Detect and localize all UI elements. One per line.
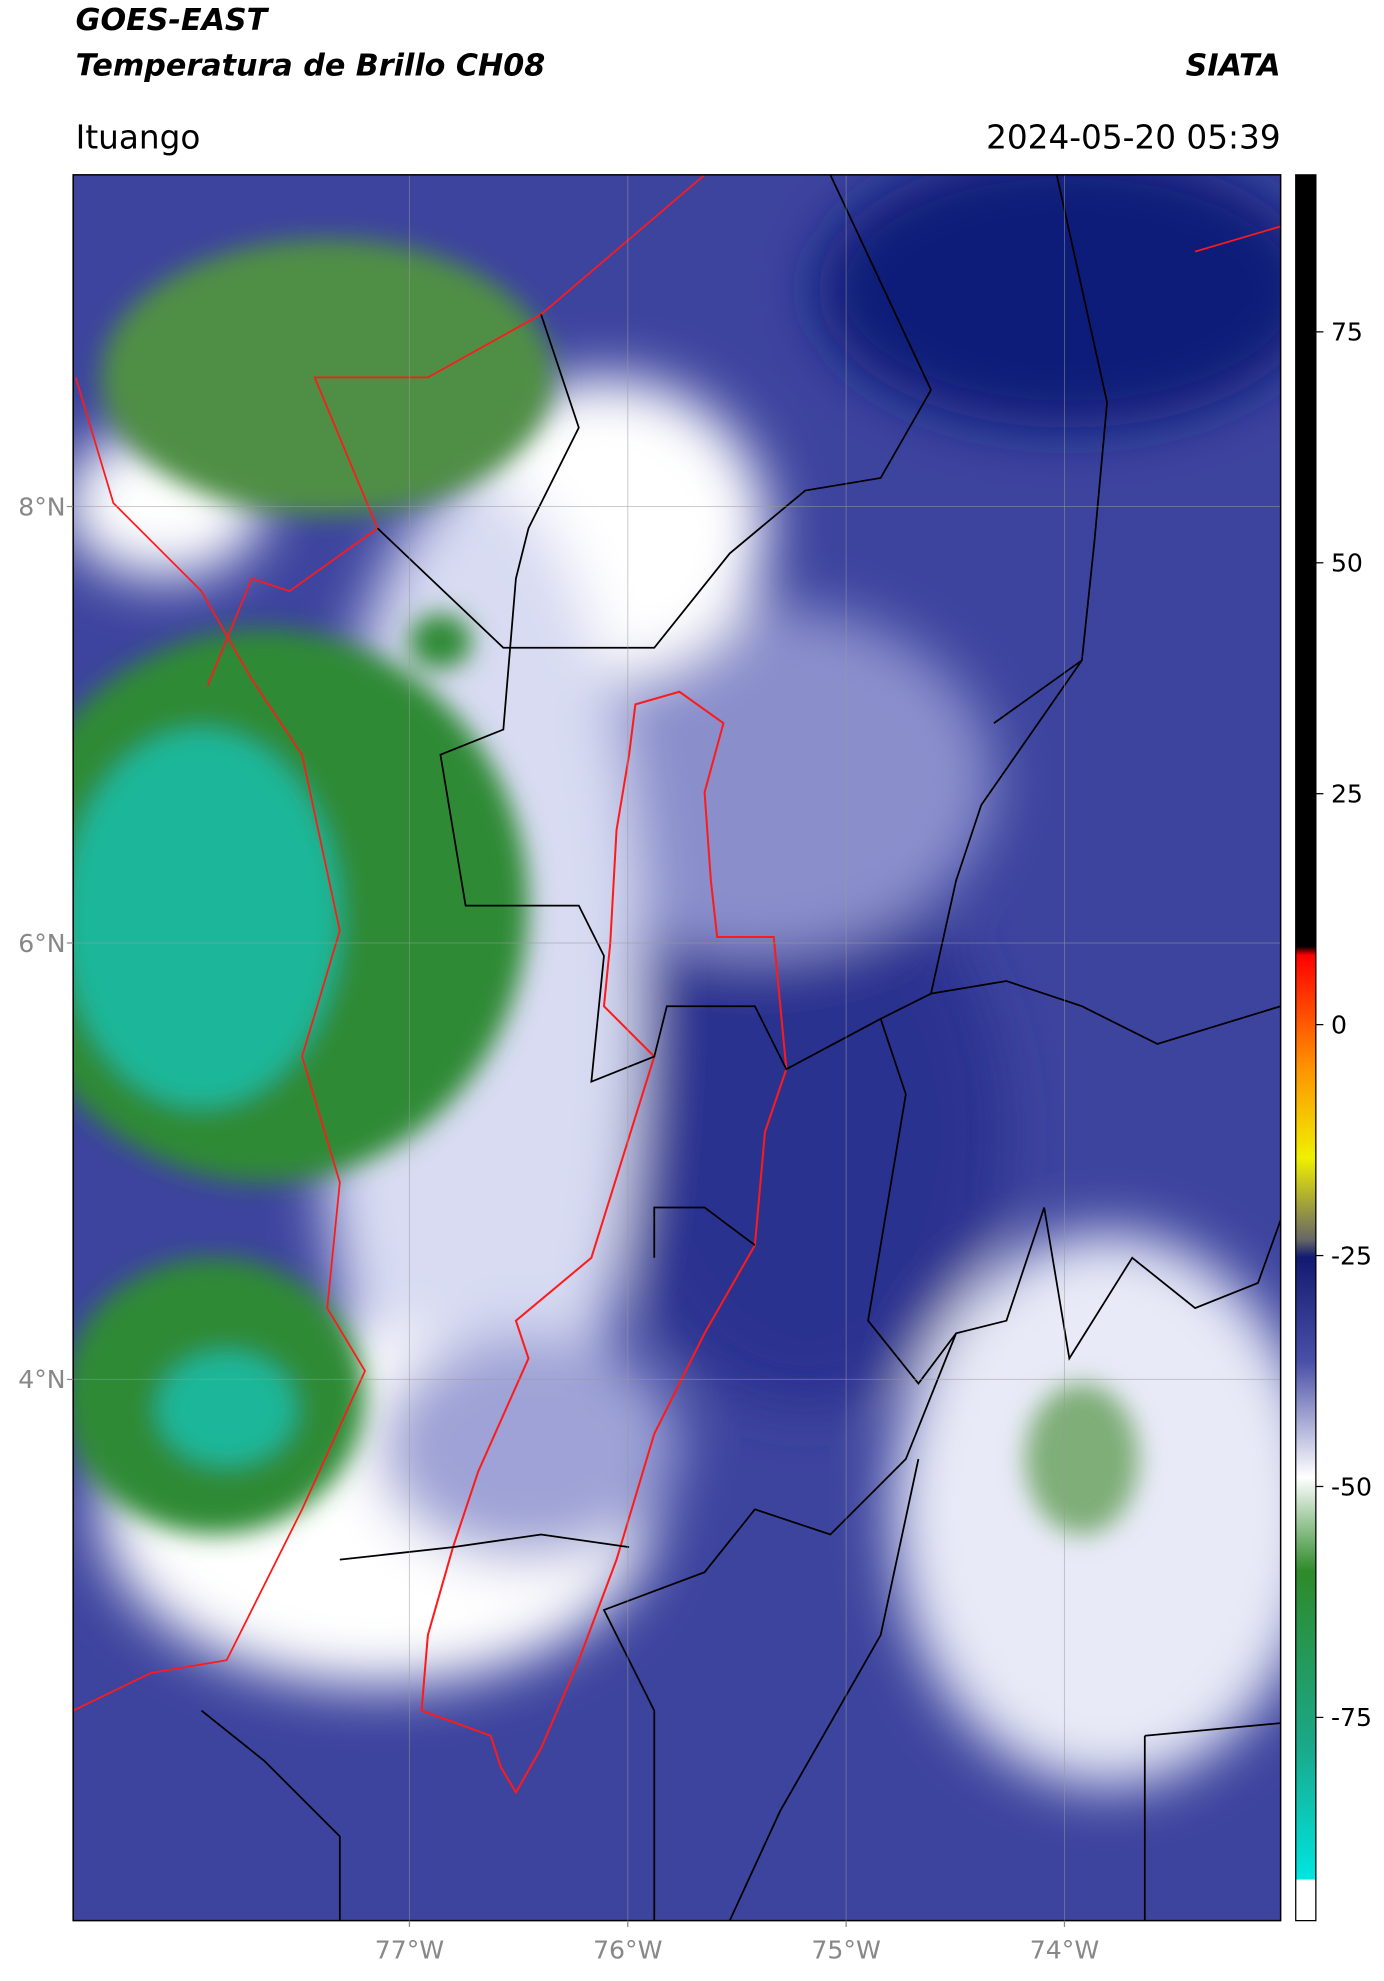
colorbar bbox=[1295, 174, 1317, 1922]
title: Temperatura de Brillo CH08 bbox=[76, 48, 546, 83]
colorbar-tick-label: -50 bbox=[1331, 1472, 1372, 1501]
x-tick-label: 74°W bbox=[1030, 1935, 1100, 1964]
y-tick-label: 8°N bbox=[18, 492, 65, 521]
y-tick-label: 4°N bbox=[18, 1365, 65, 1394]
colorbar-tick-label: 50 bbox=[1331, 549, 1363, 578]
x-tick-label: 76°W bbox=[593, 1935, 663, 1964]
x-tick-label: 75°W bbox=[811, 1935, 881, 1964]
datetime: 2024-05-20 05:39 bbox=[986, 118, 1281, 156]
colorbar-tick-label: 25 bbox=[1331, 780, 1363, 809]
colorbar-tick-label: -75 bbox=[1331, 1703, 1372, 1732]
brand: SIATA bbox=[1186, 48, 1281, 83]
grid bbox=[73, 174, 1281, 1921]
colorbar-tick-label: -25 bbox=[1331, 1241, 1372, 1270]
y-tick-label: 6°N bbox=[18, 929, 65, 958]
location: Ituango bbox=[76, 118, 201, 156]
map-frame bbox=[72, 174, 1282, 1922]
satellite-image bbox=[73, 174, 1281, 1921]
colorbar-tick-label: 75 bbox=[1331, 318, 1363, 347]
title: GOES-EAST bbox=[76, 3, 270, 38]
x-tick-label: 77°W bbox=[375, 1935, 445, 1964]
colorbar-tick-label: 0 bbox=[1331, 1010, 1347, 1039]
